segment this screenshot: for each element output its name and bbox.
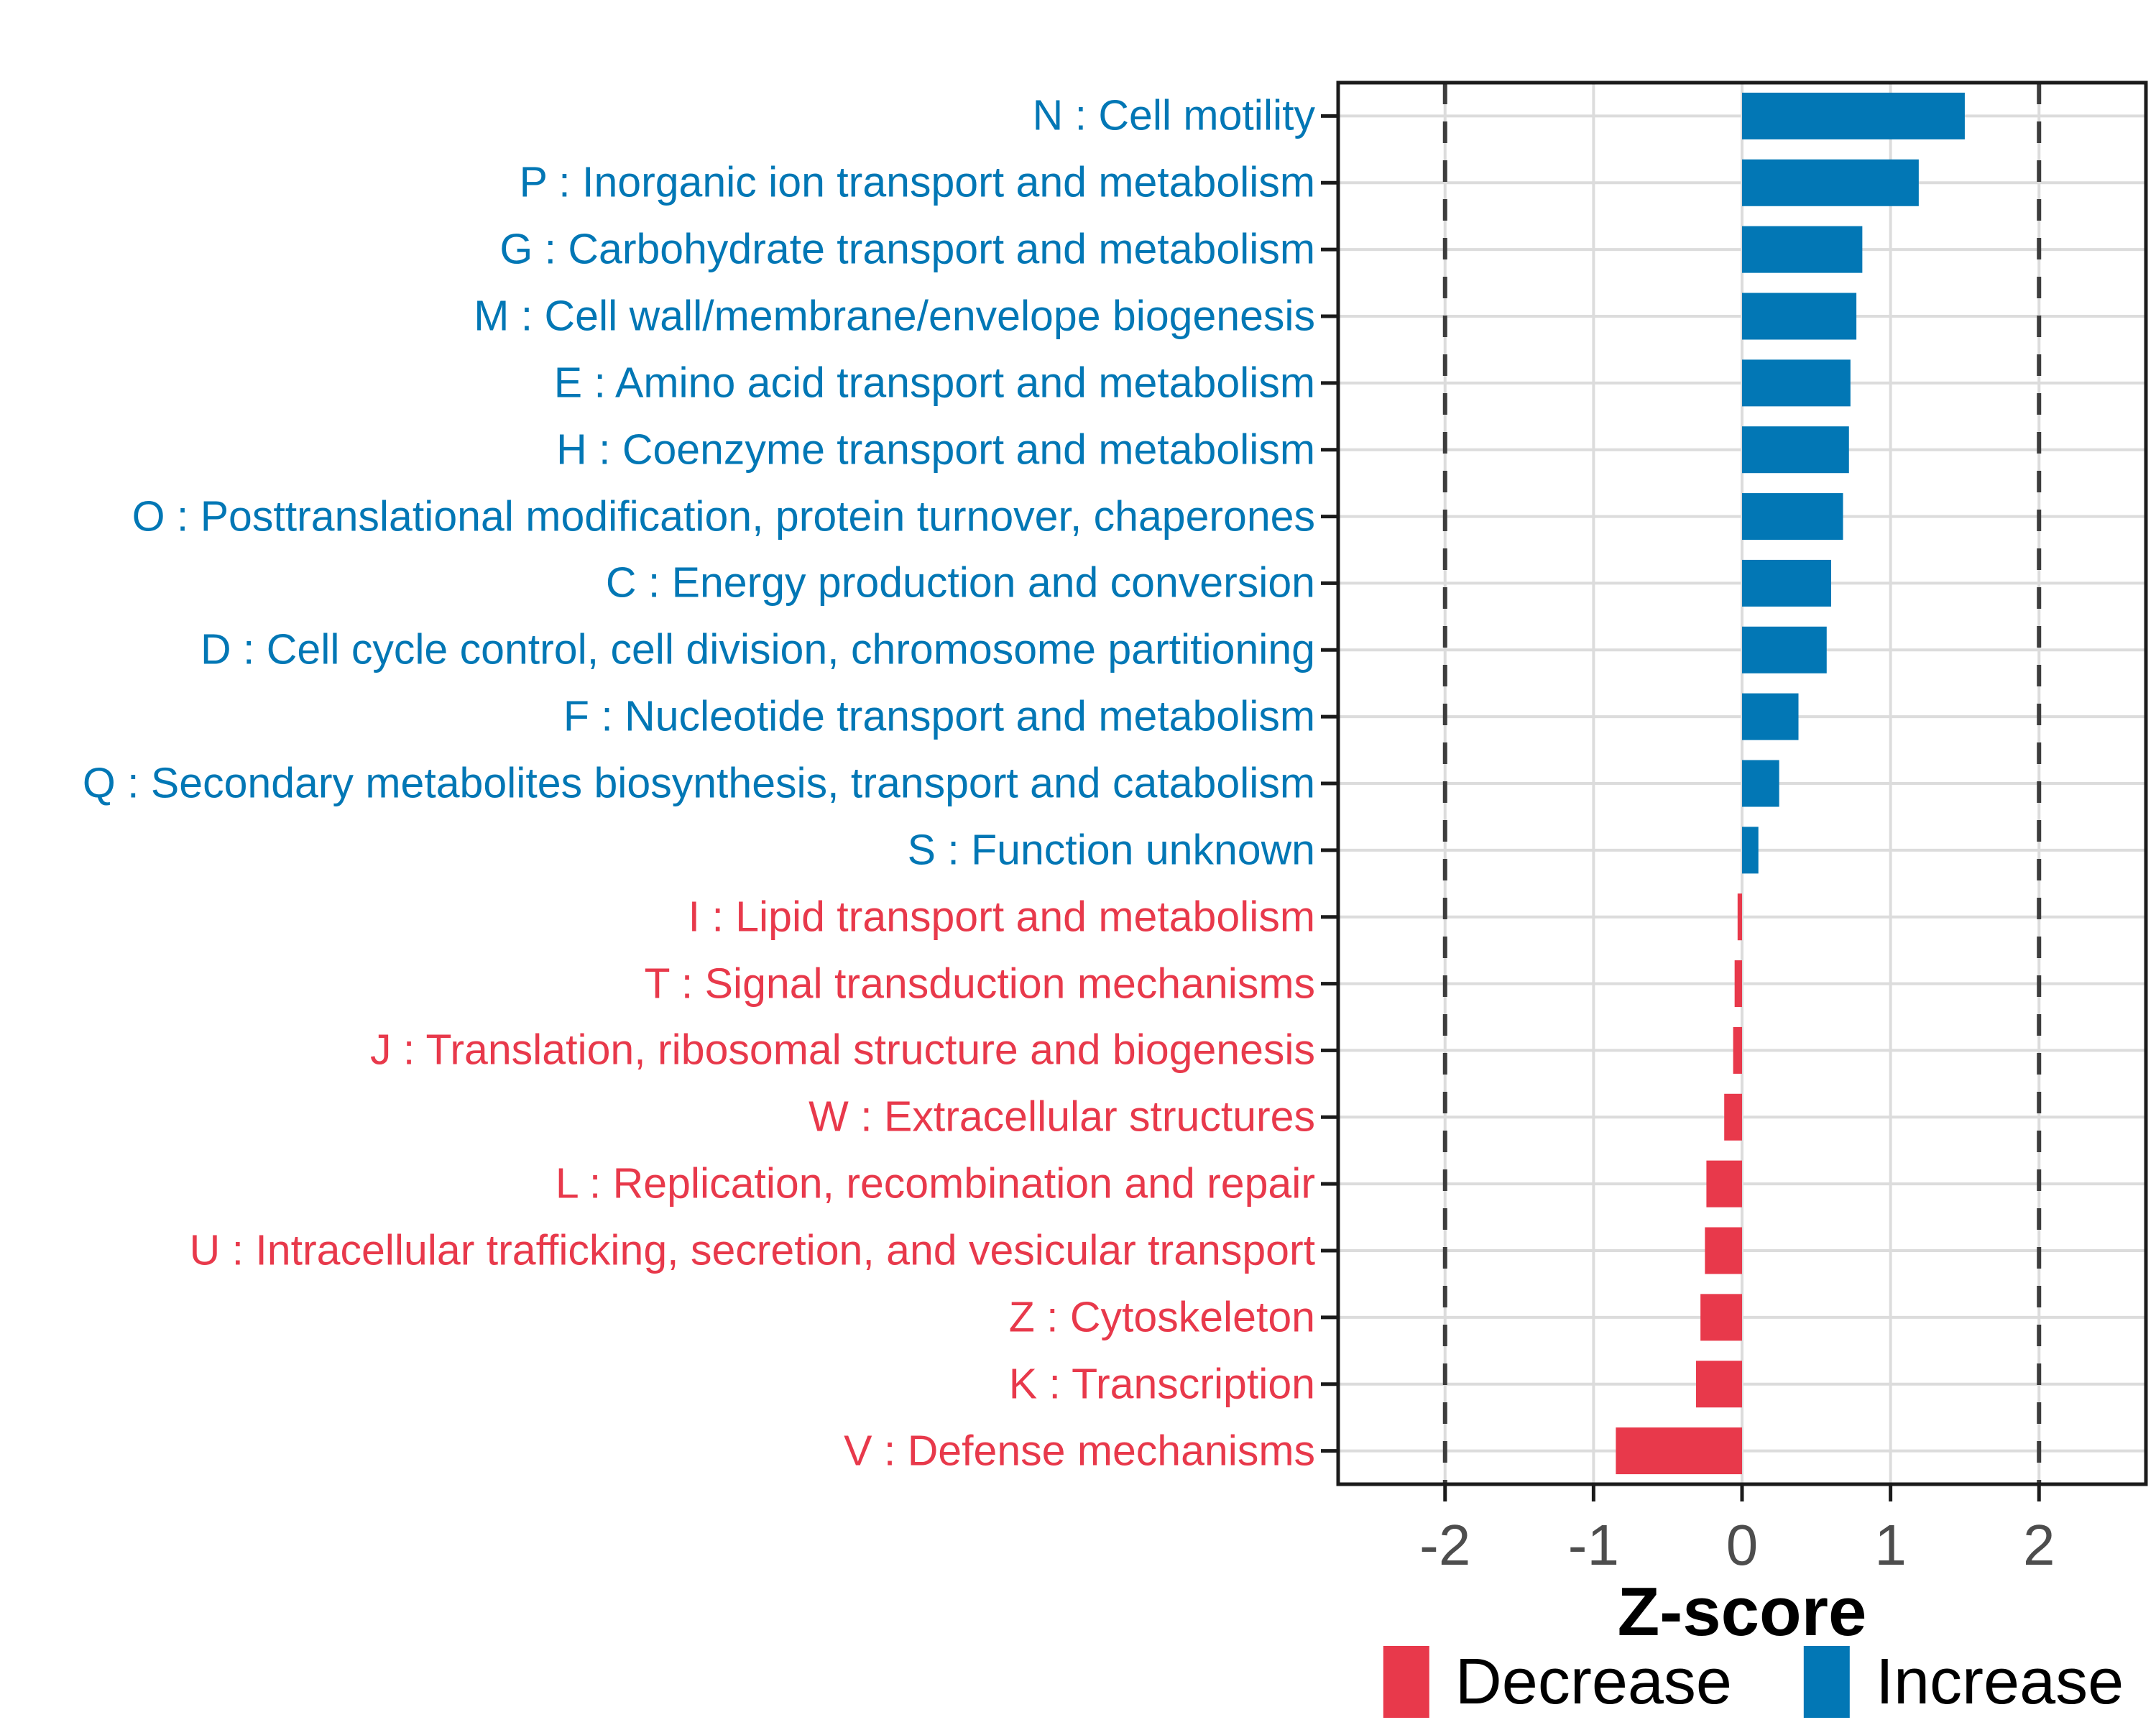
category-label: W : Extracellular structures	[808, 1092, 1315, 1141]
category-label: Z : Cytoskeleton	[1008, 1293, 1315, 1341]
legend-item-decrease: Decrease	[1383, 1646, 1732, 1718]
bar	[1742, 559, 1831, 607]
category-label: I : Lipid transport and metabolism	[688, 893, 1315, 941]
category-label: P : Inorganic ion transport and metaboli…	[519, 158, 1315, 206]
bar	[1742, 693, 1799, 740]
category-label: K : Transcription	[1008, 1360, 1315, 1408]
category-label: H : Coenzyme transport and metabolism	[556, 426, 1315, 474]
bar	[1742, 493, 1843, 540]
category-label: C : Energy production and conversion	[605, 558, 1315, 607]
bar	[1742, 92, 1965, 139]
category-label: J : Translation, ribosomal structure and…	[369, 1026, 1315, 1074]
bar	[1742, 626, 1827, 673]
x-tick-label: 0	[1726, 1513, 1759, 1577]
bar	[1695, 1361, 1742, 1408]
category-label: E : Amino acid transport and metabolism	[553, 359, 1315, 407]
category-label: G : Carbohydrate transport and metabolis…	[499, 225, 1315, 273]
bar	[1742, 827, 1759, 874]
bar	[1616, 1427, 1742, 1475]
category-label: U : Intracellular trafficking, secretion…	[189, 1226, 1315, 1274]
x-axis-title: Z-score	[1617, 1573, 1867, 1650]
category-label: O : Posttranslational modification, prot…	[132, 492, 1315, 540]
category-label: Q : Secondary metabolites biosynthesis, …	[82, 759, 1315, 807]
bar	[1742, 359, 1851, 407]
legend-item-increase: Increase	[1803, 1646, 2124, 1718]
bar	[1706, 1160, 1742, 1208]
x-tick-label: -2	[1419, 1513, 1471, 1577]
bar	[1742, 293, 1857, 340]
category-label: L : Replication, recombination and repai…	[555, 1159, 1315, 1208]
bar	[1742, 226, 1863, 273]
legend-label-increase: Increase	[1875, 1646, 2124, 1718]
bar	[1734, 960, 1742, 1008]
category-label: M : Cell wall/membrane/envelope biogenes…	[474, 292, 1315, 340]
bar	[1705, 1227, 1742, 1274]
bar	[1724, 1093, 1742, 1141]
category-label: S : Function unknown	[907, 826, 1315, 874]
category-label: D : Cell cycle control, cell division, c…	[201, 625, 1315, 673]
bar	[1742, 159, 1919, 206]
bar	[1733, 1026, 1742, 1074]
legend-swatch-increase-icon	[1803, 1646, 1850, 1718]
category-label: V : Defense mechanisms	[844, 1427, 1315, 1475]
legend: Decrease Increase	[1383, 1646, 2124, 1718]
x-tick-label: 2	[2022, 1513, 2055, 1577]
bar	[1737, 893, 1742, 941]
legend-swatch-decrease-icon	[1383, 1646, 1429, 1718]
x-tick-label: -1	[1567, 1513, 1619, 1577]
category-label: T : Signal transduction mechanisms	[644, 960, 1315, 1008]
bar	[1742, 760, 1779, 807]
category-label: F : Nucleotide transport and metabolism	[563, 692, 1315, 740]
bar	[1742, 426, 1849, 474]
category-label: N : Cell motility	[1032, 91, 1315, 139]
legend-label-decrease: Decrease	[1455, 1646, 1732, 1718]
bar	[1700, 1294, 1742, 1341]
x-tick-label: 1	[1874, 1513, 1907, 1577]
